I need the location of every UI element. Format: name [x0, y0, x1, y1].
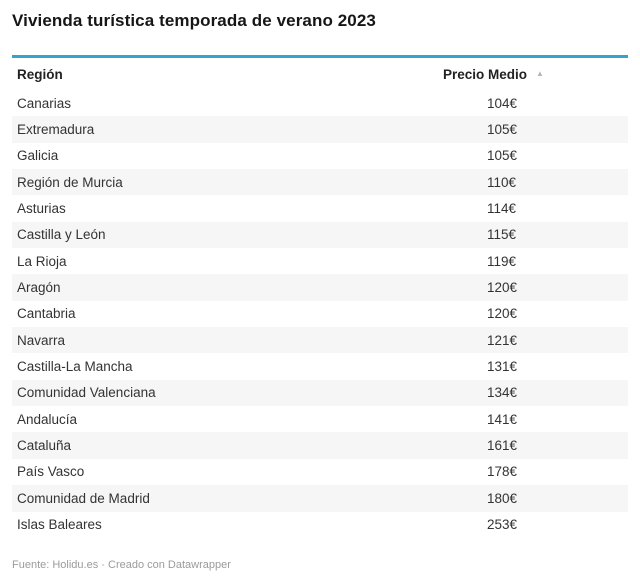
footer-separator: ·	[98, 558, 108, 571]
price-cell: 178€	[487, 464, 518, 480]
table-row: Andalucía 141€	[12, 406, 628, 432]
region-cell: Región de Murcia	[17, 174, 123, 190]
region-cell: Comunidad Valenciana	[17, 385, 156, 401]
table-row: País Vasco 178€	[12, 459, 628, 485]
table-body: Canarias 104€ Extremadura 105€ Galicia 1…	[12, 90, 628, 538]
price-cell: 180€	[487, 490, 518, 506]
region-cell: Comunidad de Madrid	[17, 490, 150, 506]
region-cell: Canarias	[17, 95, 72, 111]
table-row: Aragón 120€	[12, 274, 628, 301]
region-cell: Andalucía	[17, 411, 78, 427]
price-cell: 104€	[487, 95, 518, 111]
table-header-row: Región Precio Medio ▲	[12, 58, 628, 90]
header-accent-rule	[12, 55, 628, 58]
region-cell: Navarra	[17, 332, 66, 348]
table-row: Comunidad Valenciana 134€	[12, 379, 628, 407]
region-cell: Asturias	[17, 201, 66, 217]
price-cell: 115€	[487, 227, 517, 243]
column-header-precio-medio[interactable]: Precio Medio ▲	[443, 58, 544, 90]
price-cell: 119€	[487, 253, 517, 269]
region-cell: Islas Baleares	[17, 517, 102, 533]
table-row: Castilla y León 115€	[12, 221, 628, 249]
price-cell: 134€	[487, 385, 518, 401]
region-cell: Aragón	[17, 280, 61, 296]
price-cell: 121€	[487, 332, 518, 348]
table-row: Galicia 105€	[12, 143, 628, 169]
sort-ascending-icon: ▲	[536, 68, 544, 78]
table-row: Canarias 104€	[12, 90, 628, 116]
table-row: Extremadura 105€	[12, 116, 628, 143]
table-row: Castilla-La Mancha 131€	[12, 353, 628, 379]
price-cell: 120€	[487, 280, 518, 296]
attribution-footer: Fuente: Holidu.es · Creado con Datawrapp…	[12, 559, 628, 572]
table-row: Asturias 114€	[12, 195, 628, 221]
region-cell: Galicia	[17, 148, 59, 164]
table-row: Islas Baleares 253€	[12, 512, 628, 538]
source-prefix: Fuente:	[12, 558, 53, 571]
region-cell: La Rioja	[17, 253, 67, 269]
table-row: Comunidad de Madrid 180€	[12, 485, 628, 512]
price-cell: 131€	[487, 359, 518, 375]
price-cell: 105€	[487, 148, 518, 164]
region-cell: Castilla-La Mancha	[17, 359, 133, 375]
price-cell: 141€	[487, 411, 518, 427]
region-cell: País Vasco	[17, 464, 85, 480]
table-row: La Rioja 119€	[12, 248, 628, 274]
column-header-precio-medio-label: Precio Medio	[443, 66, 528, 82]
price-cell: 161€	[487, 438, 518, 454]
chart-title: Vivienda turística temporada de verano 2…	[12, 11, 376, 30]
price-cell: 114€	[487, 201, 517, 217]
region-cell: Cataluña	[17, 438, 72, 454]
price-cell: 110€	[487, 174, 517, 190]
table-row: Navarra 121€	[12, 327, 628, 354]
datawrapper-link[interactable]: Creado con Datawrapper	[108, 558, 231, 571]
source-link[interactable]: Holidu.es	[52, 558, 99, 571]
region-cell: Cantabria	[17, 306, 76, 322]
table-row: Cantabria 120€	[12, 301, 628, 327]
region-cell: Extremadura	[17, 122, 95, 138]
price-cell: 253€	[487, 517, 518, 533]
table-row: Cataluña 161€	[12, 432, 628, 459]
column-header-region[interactable]: Región	[17, 66, 63, 82]
region-cell: Castilla y León	[17, 227, 106, 243]
price-cell: 105€	[487, 122, 518, 138]
table-row: Región de Murcia 110€	[12, 169, 628, 196]
price-cell: 120€	[487, 306, 518, 322]
